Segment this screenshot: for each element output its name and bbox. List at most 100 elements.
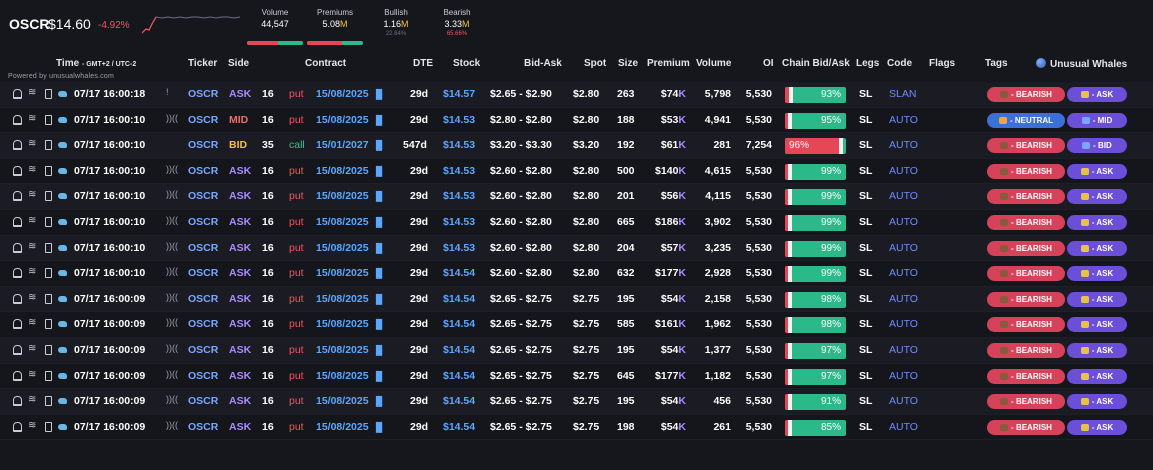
alert-bell-icon[interactable]	[13, 319, 22, 330]
side-tag[interactable]: - ASK	[1067, 317, 1127, 333]
document-icon[interactable]	[45, 319, 52, 330]
side-tag[interactable]: - ASK	[1067, 163, 1127, 179]
sentiment-tag[interactable]: - BEARISH	[987, 266, 1065, 282]
sentiment-tag[interactable]: - BEARISH	[987, 240, 1065, 256]
document-icon[interactable]	[45, 421, 52, 432]
header-brand[interactable]: Unusual Whales	[1036, 58, 1127, 70]
side-tag[interactable]: - ASK	[1067, 419, 1127, 435]
side-tag[interactable]: - MID	[1067, 112, 1127, 128]
cell-ticker[interactable]: OSCR	[188, 318, 219, 331]
wave-icon[interactable]: ≋	[28, 368, 37, 380]
chart-bars-icon[interactable]: ▐▌	[372, 140, 386, 151]
wave-icon[interactable]: ≋	[28, 163, 37, 175]
header-chain[interactable]: Chain Bid/Ask	[782, 58, 850, 69]
powered-by[interactable]: Powered by unusualwhales.com	[8, 73, 114, 80]
document-icon[interactable]	[45, 242, 52, 253]
cell-expiry[interactable]: 15/08/2025 ▐▌	[316, 292, 386, 305]
side-tag[interactable]: - ASK	[1067, 394, 1127, 410]
cell-ticker[interactable]: OSCR	[188, 395, 219, 408]
cell-expiry[interactable]: 15/08/2025 ▐▌	[316, 215, 386, 228]
cell-ticker[interactable]: OSCR	[188, 241, 219, 254]
alert-bell-icon[interactable]	[13, 89, 22, 99]
cell-ticker[interactable]: OSCR	[188, 215, 219, 228]
table-row[interactable]: ≋ 07/17 16:00:10 OSCR BID 35 call 15/01/…	[0, 133, 1153, 159]
cell-ticker[interactable]: OSCR	[188, 343, 219, 356]
header-bid-ask[interactable]: Bid-Ask	[524, 58, 562, 69]
wave-icon[interactable]: ≋	[28, 240, 37, 252]
alert-bell-icon[interactable]	[13, 165, 22, 176]
document-icon[interactable]	[45, 344, 52, 355]
cell-ticker[interactable]: OSCR	[188, 369, 219, 382]
sentiment-tag[interactable]: - NEUTRAL	[987, 112, 1065, 128]
cell-expiry[interactable]: 15/08/2025 ▐▌	[316, 241, 386, 254]
table-row[interactable]: ≋ 07/17 16:00:10 ))(( OSCR MID 16 put 15…	[0, 107, 1153, 134]
alert-bell-icon[interactable]	[13, 421, 22, 432]
wave-icon[interactable]: ≋	[28, 342, 37, 354]
table-row[interactable]: ≋ 07/17 16:00:09 ))(( OSCR ASK 16 put 15…	[0, 312, 1153, 338]
document-icon[interactable]	[45, 268, 52, 279]
alert-bell-icon[interactable]	[13, 242, 22, 253]
summary-ticker[interactable]: OSCR	[9, 16, 50, 32]
header-time[interactable]: Time - GMT+2 / UTC-2	[56, 58, 137, 69]
document-icon[interactable]	[45, 114, 52, 125]
document-icon[interactable]	[45, 191, 52, 202]
table-row[interactable]: ≋ 07/17 16:00:10 ))(( OSCR ASK 16 put 15…	[0, 235, 1153, 262]
side-tag[interactable]: - ASK	[1067, 189, 1127, 205]
header-premium[interactable]: Premium	[647, 58, 690, 69]
sentiment-tag[interactable]: - BEARISH	[987, 342, 1065, 358]
table-row[interactable]: ≋ 07/17 16:00:09 ))(( OSCR ASK 16 put 15…	[0, 286, 1153, 313]
table-row[interactable]: ≋ 07/17 16:00:09 ))(( OSCR ASK 16 put 15…	[0, 414, 1153, 441]
side-tag[interactable]: - ASK	[1067, 342, 1127, 358]
table-row[interactable]: ≋ 07/17 16:00:10 ))(( OSCR ASK 16 put 15…	[0, 209, 1153, 236]
header-flags[interactable]: Flags	[929, 58, 956, 69]
table-row[interactable]: ≋ 07/17 16:00:18 ! OSCR ASK 16 put 15/08…	[0, 82, 1153, 108]
table-row[interactable]: ≋ 07/17 16:00:10 ))(( OSCR ASK 16 put 15…	[0, 184, 1153, 210]
chart-bars-icon[interactable]: ▐▌	[372, 242, 386, 253]
chart-bars-icon[interactable]: ▐▌	[372, 89, 386, 99]
alert-bell-icon[interactable]	[13, 114, 22, 125]
wave-icon[interactable]: ≋	[28, 138, 37, 150]
wave-icon[interactable]: ≋	[28, 266, 37, 278]
alert-bell-icon[interactable]	[13, 344, 22, 355]
cell-expiry[interactable]: 15/08/2025 ▐▌	[316, 267, 386, 280]
cell-ticker[interactable]: OSCR	[188, 420, 219, 433]
cell-ticker[interactable]: OSCR	[188, 139, 219, 152]
chart-bars-icon[interactable]: ▐▌	[372, 344, 386, 355]
wave-icon[interactable]: ≋	[28, 214, 37, 226]
sentiment-tag[interactable]: - BEARISH	[987, 138, 1065, 154]
header-contract[interactable]: Contract	[305, 58, 347, 69]
header-volume[interactable]: Volume	[696, 58, 732, 69]
header-tags[interactable]: Tags	[985, 58, 1008, 69]
wave-icon[interactable]: ≋	[28, 394, 37, 406]
chart-bars-icon[interactable]: ▐▌	[372, 421, 386, 432]
chart-bars-icon[interactable]: ▐▌	[372, 293, 386, 304]
sentiment-tag[interactable]: - BEARISH	[987, 419, 1065, 435]
chart-bars-icon[interactable]: ▐▌	[372, 165, 386, 176]
wave-icon[interactable]: ≋	[28, 87, 37, 98]
document-icon[interactable]	[45, 216, 52, 227]
side-tag[interactable]: - ASK	[1067, 368, 1127, 384]
cell-expiry[interactable]: 15/08/2025 ▐▌	[316, 88, 386, 100]
header-dte[interactable]: DTE	[413, 58, 433, 69]
document-icon[interactable]	[45, 396, 52, 407]
alert-bell-icon[interactable]	[13, 268, 22, 279]
chart-bars-icon[interactable]: ▐▌	[372, 216, 386, 227]
alert-bell-icon[interactable]	[13, 191, 22, 202]
cell-ticker[interactable]: OSCR	[188, 292, 219, 305]
sentiment-tag[interactable]: - BEARISH	[987, 163, 1065, 179]
chart-bars-icon[interactable]: ▐▌	[372, 268, 386, 279]
table-row[interactable]: ≋ 07/17 16:00:09 ))(( OSCR ASK 16 put 15…	[0, 337, 1153, 364]
alert-bell-icon[interactable]	[13, 293, 22, 304]
cell-expiry[interactable]: 15/08/2025 ▐▌	[316, 369, 386, 382]
sentiment-tag[interactable]: - BEARISH	[987, 317, 1065, 333]
cell-ticker[interactable]: OSCR	[188, 113, 219, 126]
table-row[interactable]: ≋ 07/17 16:00:09 ))(( OSCR ASK 16 put 15…	[0, 363, 1153, 390]
document-icon[interactable]	[45, 293, 52, 304]
sentiment-tag[interactable]: - BEARISH	[987, 189, 1065, 205]
table-row[interactable]: ≋ 07/17 16:00:10 ))(( OSCR ASK 16 put 15…	[0, 261, 1153, 287]
cell-ticker[interactable]: OSCR	[188, 164, 219, 177]
cell-expiry[interactable]: 15/01/2027 ▐▌	[316, 139, 386, 152]
chart-bars-icon[interactable]: ▐▌	[372, 396, 386, 407]
sentiment-tag[interactable]: - BEARISH	[987, 214, 1065, 230]
wave-icon[interactable]: ≋	[28, 317, 37, 329]
